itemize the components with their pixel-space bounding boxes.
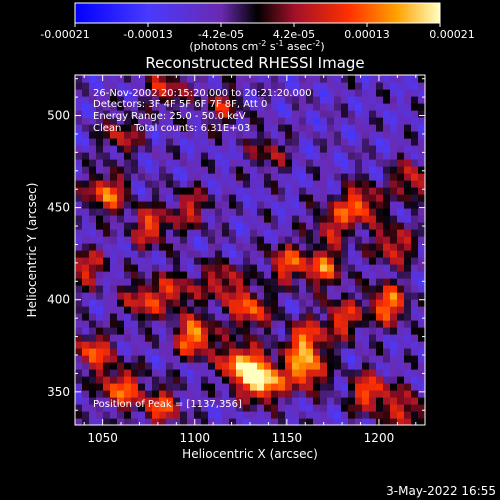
colorbar-tick-label: 4.2e-05: [273, 28, 315, 41]
annotation-method-counts: Clean Total counts: 6.31E+03: [93, 123, 250, 134]
footer-date: 3-May-2022 16:55: [386, 484, 496, 498]
colorbar: [74, 2, 441, 24]
colorbar-tick-label: -0.00021: [40, 28, 89, 41]
x-tick-label: 1200: [364, 431, 395, 445]
annotation-detectors: Detectors: 3F 4F 5F 6F 7F 8F, Att 0: [93, 99, 267, 110]
x-axis-label: Heliocentric X (arcsec): [182, 447, 318, 461]
colorbar-tick-label: 0.00021: [429, 28, 475, 41]
colorbar-tick-label: -4.2e-05: [198, 28, 244, 41]
colorbar-ticks: -0.00021 -0.00013 -4.2e-05 4.2e-05 0.00013 0.…: [40, 23, 475, 41]
y-tick-label: 400: [47, 293, 70, 307]
y-tick-label: 500: [47, 109, 70, 123]
x-tick-label: 1100: [179, 431, 210, 445]
chart-title: Reconstructed RHESSI Image: [145, 54, 364, 72]
heatmap-cells: [75, 75, 425, 425]
y-axis-ticks: 350 400 450 500: [47, 78, 425, 411]
annotation-time-range: 26-Nov-2002 20:15:20.000 to 20:21:20.000: [93, 88, 312, 99]
y-axis-label: Heliocentric Y (arcsec): [25, 183, 39, 318]
colorbar-unit-label: (photons cm-2 s-1 asec-2): [189, 39, 324, 53]
colorbar-tick-label: -0.00013: [123, 28, 172, 41]
annotation-energy-range: Energy Range: 25.0 - 50.0 keV: [93, 111, 246, 122]
x-tick-label: 1150: [272, 431, 303, 445]
colorbar-tick-label: 0.00013: [344, 28, 390, 41]
x-tick-label: 1050: [87, 431, 118, 445]
y-tick-label: 350: [47, 385, 70, 399]
y-tick-label: 450: [47, 201, 70, 215]
x-axis-ticks: 1050 1100 1150 1200: [83, 75, 417, 445]
annotation-peak-position: Position of Peak = [1137,356]: [93, 399, 242, 410]
